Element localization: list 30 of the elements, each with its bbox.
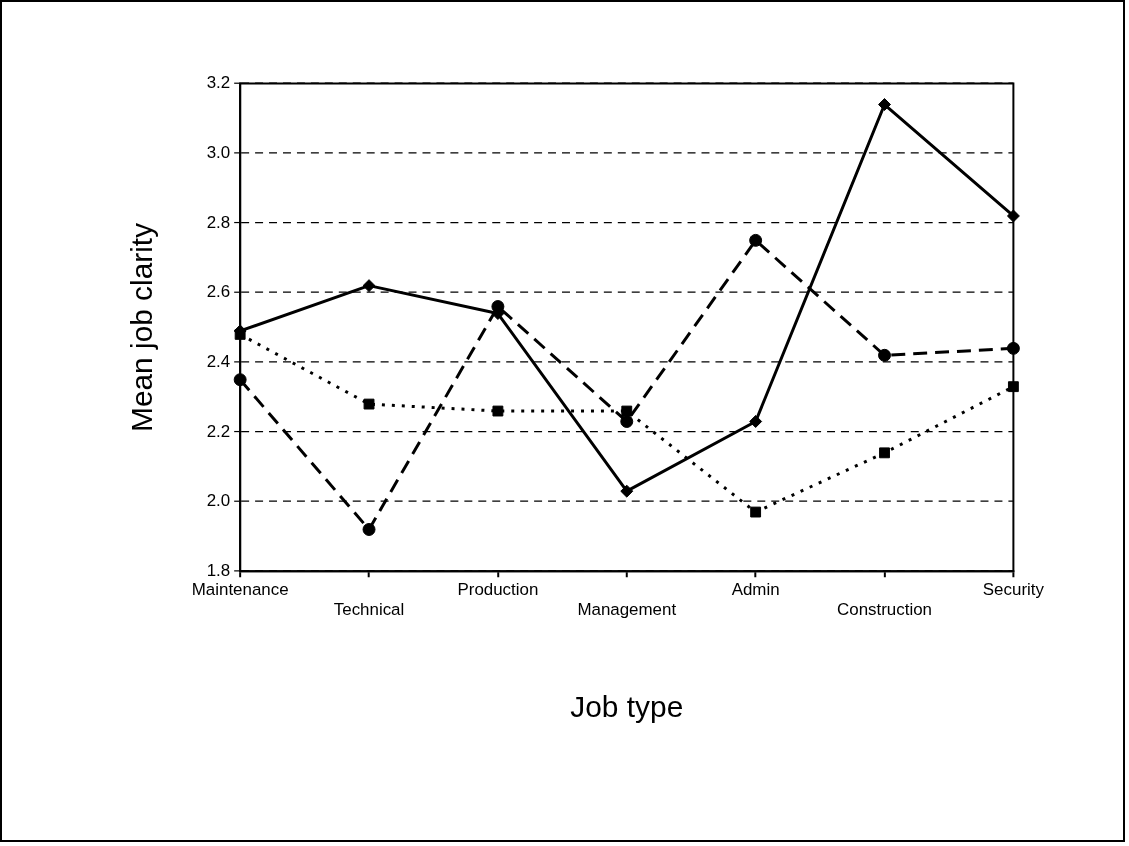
x-axis-title: Job type — [570, 689, 684, 723]
point — [492, 405, 504, 417]
point — [878, 348, 891, 362]
x-tick-label: Construction — [837, 600, 933, 620]
x-tick-label: Admin — [731, 580, 780, 600]
y-tick-label: 3.2 — [206, 73, 231, 93]
y-tick-label: 2.6 — [206, 282, 231, 302]
x-tick-label: Maintenance — [191, 580, 289, 600]
y-tick-label: 1.8 — [206, 560, 231, 580]
point — [750, 506, 762, 518]
y-tick-label: 2.8 — [206, 212, 231, 232]
point — [362, 279, 376, 293]
point — [749, 415, 763, 428]
y-axis-title: Mean job clarity — [124, 222, 158, 432]
y-tick-label: 2.2 — [206, 421, 231, 441]
point — [620, 415, 634, 428]
point — [879, 447, 890, 459]
x-tick-label: Security — [982, 580, 1045, 600]
point — [363, 398, 375, 410]
point — [621, 405, 633, 417]
x-tick-label: Production — [457, 580, 539, 600]
y-tick-label: 3.0 — [206, 142, 231, 162]
x-tick-label: Technical — [333, 600, 405, 620]
point — [878, 98, 891, 111]
x-tick-label: Management — [577, 600, 677, 620]
y-tick-label: 2.0 — [206, 491, 231, 511]
point — [362, 523, 376, 536]
y-tick-label: 2.4 — [206, 351, 231, 371]
point — [749, 233, 763, 247]
point — [620, 484, 634, 498]
